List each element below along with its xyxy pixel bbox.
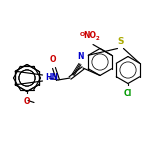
Text: Cl: Cl (124, 90, 132, 99)
Text: NO: NO (84, 30, 96, 39)
Text: HN: HN (45, 72, 58, 81)
Text: O: O (50, 55, 56, 64)
Text: O: O (80, 33, 85, 38)
Text: N: N (78, 52, 84, 61)
Text: S: S (117, 36, 124, 45)
Text: O: O (24, 97, 30, 106)
Text: 2: 2 (96, 36, 100, 42)
